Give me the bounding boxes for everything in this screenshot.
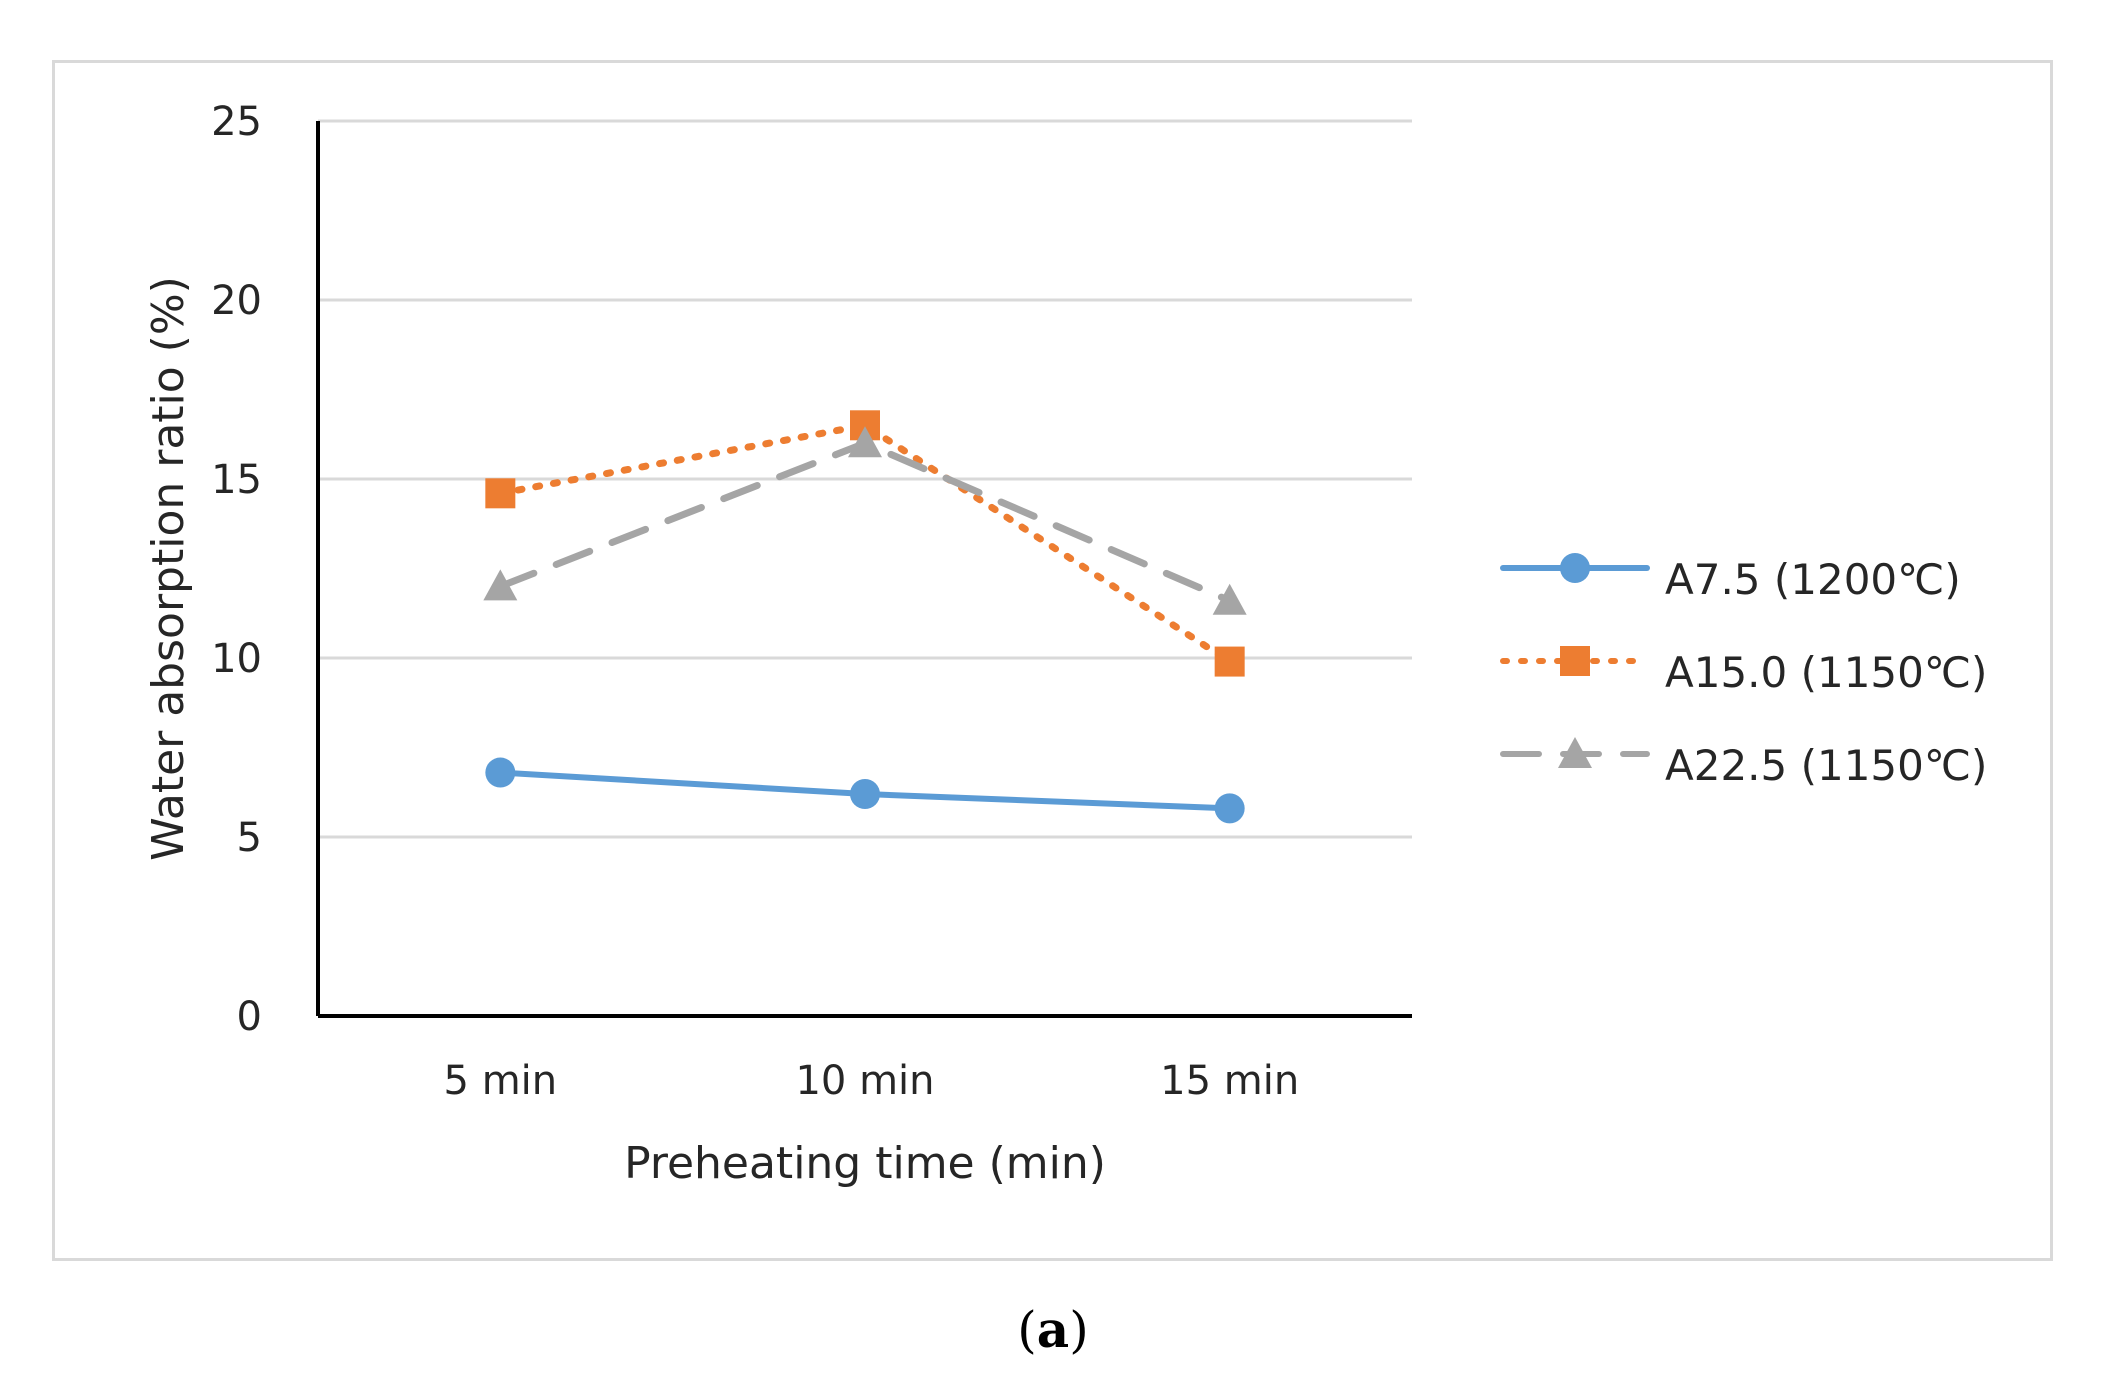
series <box>483 410 1247 824</box>
y-tick-label: 5 <box>237 815 262 861</box>
data-point <box>1212 583 1247 615</box>
chart-frame <box>52 60 2053 1261</box>
series-3 <box>483 426 1247 615</box>
axes <box>316 121 1412 1018</box>
legend-entry-3: A22.5 (1150℃) <box>1500 737 1987 790</box>
y-tick-label: 15 <box>211 457 262 503</box>
y-tick-label: 25 <box>211 99 262 145</box>
y-tick-label: 20 <box>211 278 262 324</box>
y-tick-label: 0 <box>237 994 262 1040</box>
series-line <box>496 439 1234 605</box>
legend-label: A22.5 (1150℃) <box>1665 741 1987 790</box>
data-point <box>850 779 880 810</box>
legend-marker <box>1560 553 1590 583</box>
data-point <box>483 569 518 601</box>
x-tick-label: 5 min <box>444 1058 558 1104</box>
data-point <box>1214 646 1245 677</box>
legend-marker <box>1560 646 1590 676</box>
panel-caption: (a) <box>1017 1300 1089 1359</box>
legend-marker <box>1558 737 1592 768</box>
x-axis-title: Preheating time (min) <box>624 1138 1106 1189</box>
data-point <box>485 478 516 509</box>
series-1 <box>485 757 1245 824</box>
legend-entry-2: A15.0 (1150℃) <box>1500 646 1987 697</box>
data-point <box>1214 793 1245 824</box>
x-tick-label: 10 min <box>795 1058 934 1104</box>
data-point <box>848 426 882 458</box>
legend-label: A7.5 (1200℃) <box>1665 555 1961 604</box>
series-line <box>496 421 1234 666</box>
y-axis-title: Water absorption ratio (%) <box>143 276 194 861</box>
data-point <box>485 757 516 788</box>
gridlines <box>318 119 1412 839</box>
legend-label: A15.0 (1150℃) <box>1665 648 1987 697</box>
x-tick-label: 15 min <box>1160 1058 1299 1104</box>
y-tick-label: 10 <box>211 636 262 682</box>
tick-labels: 0 5 10 15 20 25 5 min 10 min 15 min <box>211 99 1299 1104</box>
legend: A7.5 (1200℃) A15.0 (1150℃) A22.5 (1150℃) <box>1500 553 1987 790</box>
legend-entry-1: A7.5 (1200℃) <box>1500 553 1961 604</box>
